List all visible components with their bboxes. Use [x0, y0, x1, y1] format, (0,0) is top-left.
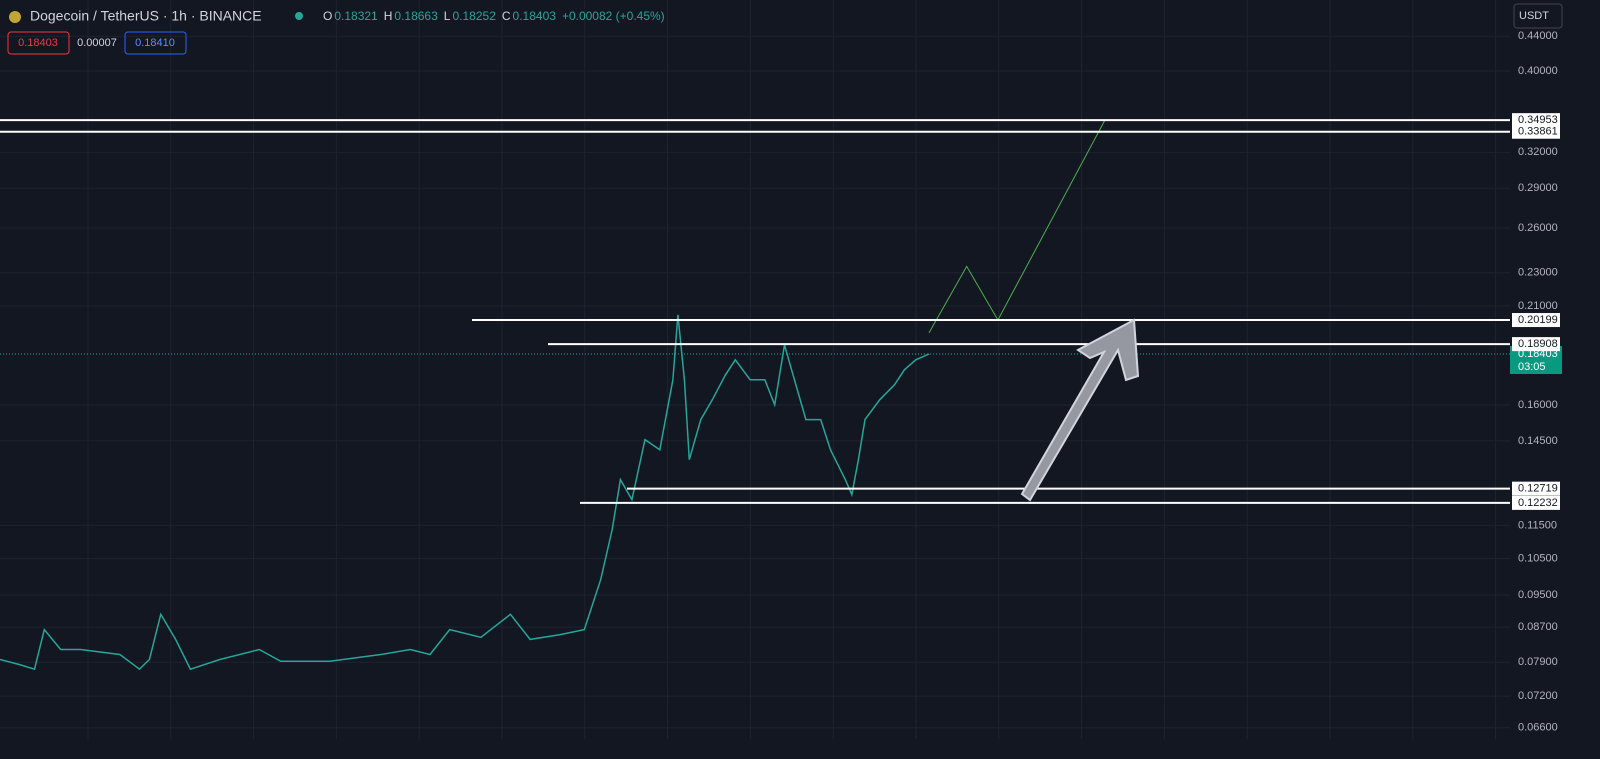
coin-icon [9, 11, 21, 23]
level-box [1512, 124, 1560, 139]
change: +0.00082 (+0.45%) [562, 9, 665, 23]
level-label: 0.12232 [1518, 497, 1558, 509]
y-tick-label: 0.10500 [1518, 552, 1558, 564]
y-tick-label: 0.26000 [1518, 222, 1558, 234]
ohlc-key: H [384, 9, 393, 23]
ohlc-key: O [323, 9, 332, 23]
level-box [1512, 495, 1560, 510]
sell-button[interactable] [7, 31, 70, 55]
projection-line [928, 120, 1106, 334]
level-label: 0.12719 [1518, 483, 1558, 495]
sell-price[interactable]: 0.18403 [18, 37, 58, 49]
level-label: 0.34953 [1518, 114, 1558, 126]
buy-price[interactable]: 0.18410 [135, 37, 175, 49]
y-tick-label: 0.40000 [1518, 65, 1558, 77]
arrow-drawing [1020, 318, 1140, 502]
ohlc-value: 0.18321 [334, 9, 378, 23]
ohlc: O 0.18321 H 0.18663 L 0.18252 C 0.18403 [323, 9, 556, 23]
ohlc-key: C [502, 9, 511, 23]
currency[interactable]: USDT [1519, 10, 1549, 22]
y-tick-label: 0.06600 [1518, 722, 1558, 734]
y-tick-label: 0.32000 [1518, 146, 1558, 158]
level-label: 0.20199 [1518, 314, 1558, 326]
currency-button[interactable] [1513, 3, 1563, 29]
y-tick-label: 0.07200 [1518, 690, 1558, 702]
ohlc-value: 0.18403 [513, 9, 557, 23]
y-tick-label: 0.11500 [1518, 519, 1557, 531]
ohlc-key: L [444, 9, 451, 23]
y-tick-label: 0.09500 [1518, 589, 1558, 601]
level-label: 0.18908 [1518, 338, 1558, 350]
level-box [1512, 113, 1560, 128]
axis-labels: 0.44000 0.40000 0.32000 0.29000 0.26000 0.230… [1510, 30, 1562, 734]
y-tick-label: 0.16000 [1518, 399, 1558, 411]
ohlc-value: 0.18252 [452, 9, 496, 23]
y-tick-label: 0.21000 [1518, 300, 1558, 312]
grid [0, 0, 1510, 739]
spread: 0.00007 [77, 37, 117, 49]
y-tick-label: 0.23000 [1518, 267, 1558, 279]
y-tick-label: 0.44000 [1518, 30, 1558, 42]
status-dot [295, 12, 303, 20]
level-label: 0.33861 [1518, 126, 1558, 138]
level-box [1512, 481, 1560, 496]
buy-button[interactable] [124, 31, 187, 55]
plot [0, 119, 1510, 671]
level-box [1512, 313, 1560, 328]
y-tick-label: 0.07900 [1518, 656, 1558, 668]
level-box [1512, 337, 1560, 352]
price-line [0, 314, 930, 671]
y-tick-label: 0.14500 [1518, 435, 1558, 447]
symbol: Dogecoin / TetherUS · 1h · BINANCE [30, 8, 262, 24]
ohlc-value: 0.18663 [394, 9, 438, 23]
countdown: 03:05 [1518, 361, 1546, 373]
y-tick-label: 0.08700 [1518, 621, 1558, 633]
y-tick-label: 0.29000 [1518, 182, 1558, 194]
